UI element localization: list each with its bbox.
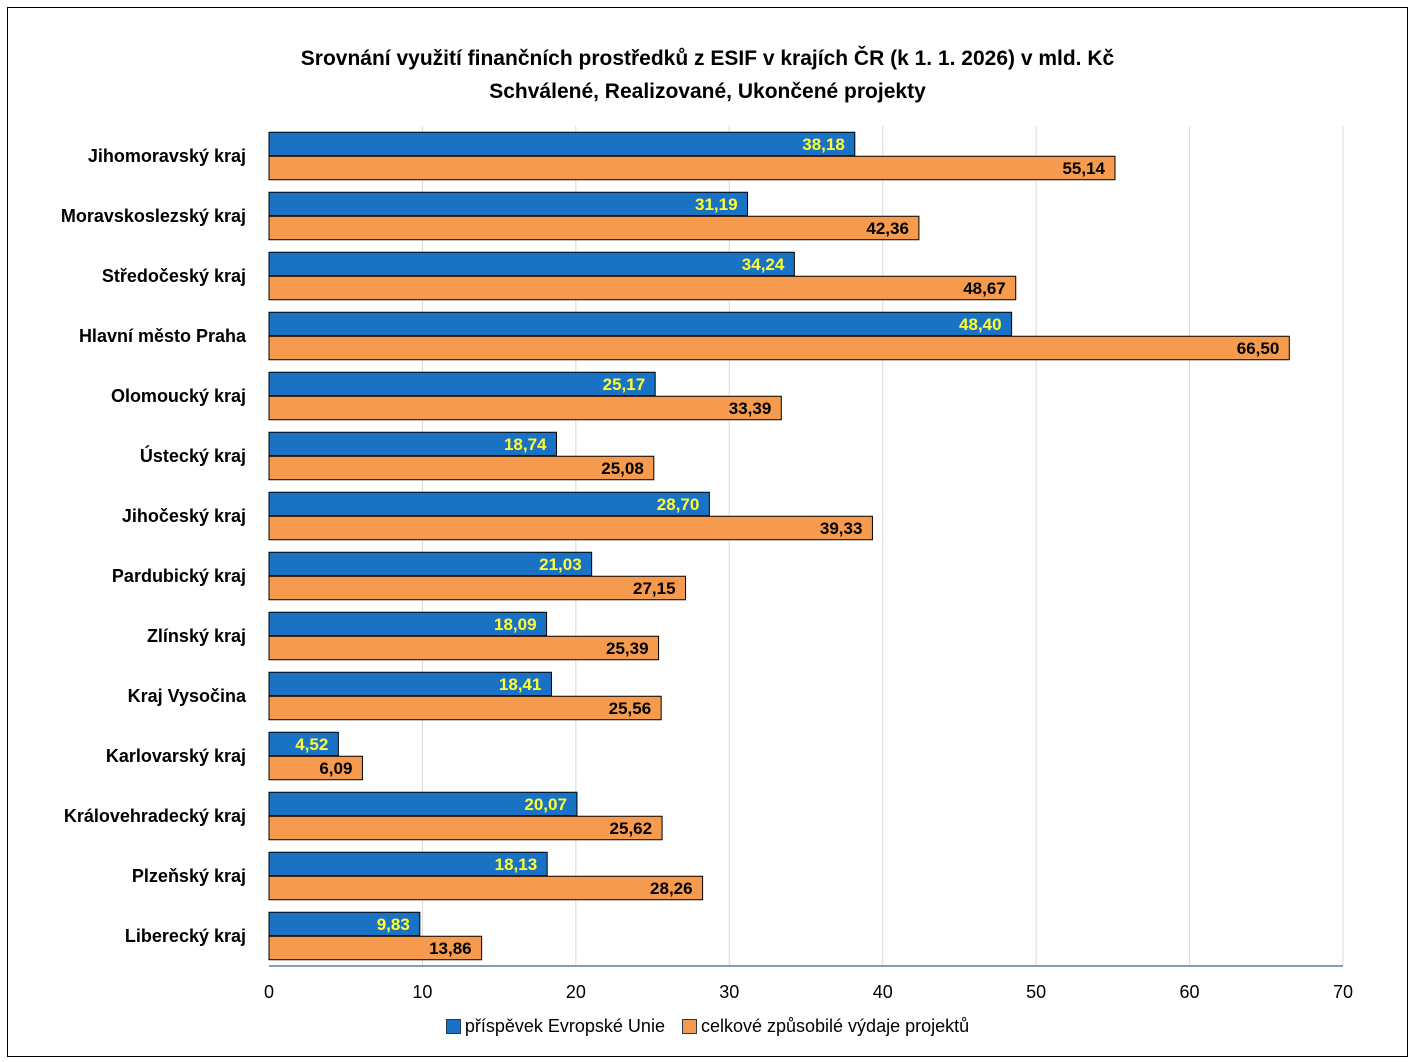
data-label-total-11: 25,62	[610, 819, 653, 838]
category-label-1: Moravskoslezský kraj	[61, 206, 246, 226]
bar-total-6	[268, 515, 873, 541]
data-label-total-6: 39,33	[820, 519, 863, 538]
data-label-eu-8: 18,09	[494, 615, 537, 634]
bar-total-8	[268, 635, 660, 661]
bar-total-3	[268, 335, 1290, 361]
bar-total-5	[268, 455, 655, 481]
legend-swatch-total	[681, 1019, 697, 1034]
category-label-7: Pardubický kraj	[112, 566, 246, 586]
legend-label-eu: příspěvek Evropské Unie	[464, 1016, 665, 1036]
x-tick-label-3: 30	[719, 982, 739, 1002]
bar-total-0	[268, 155, 1116, 181]
bar-eu-4	[268, 371, 656, 397]
category-label-4: Olomoucký kraj	[111, 386, 246, 406]
data-label-eu-3: 48,40	[959, 315, 1002, 334]
data-label-eu-10: 4,52	[295, 735, 328, 754]
bar-eu-6	[268, 491, 710, 517]
chart-title-line-1: Srovnání využití finančních prostředků z…	[300, 47, 1115, 70]
x-tick-label-2: 20	[566, 982, 586, 1002]
category-label-10: Karlovarský kraj	[106, 746, 246, 766]
legend-item-eu: příspěvek Evropské Unie	[445, 1016, 665, 1037]
bar-eu-0	[268, 131, 856, 157]
data-label-eu-4: 25,17	[603, 375, 646, 394]
data-label-total-13: 13,86	[429, 939, 472, 958]
data-label-total-8: 25,39	[606, 639, 649, 658]
chart-legend: příspěvek Evropské Unie celkové způsobil…	[0, 1016, 1415, 1039]
category-label-3: Hlavní město Praha	[79, 326, 247, 346]
legend-item-total: celkové způsobilé výdaje projektů	[681, 1016, 970, 1037]
data-label-total-7: 27,15	[633, 579, 676, 598]
data-label-eu-7: 21,03	[539, 555, 582, 574]
bar-total-10	[268, 755, 363, 781]
data-label-total-1: 42,36	[866, 219, 909, 238]
category-label-13: Liberecký kraj	[125, 926, 246, 946]
bar-total-1	[268, 215, 920, 241]
bar-eu-2	[268, 251, 795, 277]
data-label-total-0: 55,14	[1062, 159, 1105, 178]
bar-eu-1	[268, 191, 749, 217]
data-label-total-12: 28,26	[650, 879, 693, 898]
data-label-total-5: 25,08	[601, 459, 644, 478]
bar-eu-3	[268, 311, 1013, 337]
data-label-total-9: 25,56	[609, 699, 652, 718]
data-label-eu-0: 38,18	[802, 135, 845, 154]
bar-total-9	[268, 695, 662, 721]
category-label-8: Zlínský kraj	[147, 626, 246, 646]
bar-total-7	[268, 575, 687, 601]
x-tick-label-5: 50	[1026, 982, 1046, 1002]
x-tick-label-7: 70	[1333, 982, 1353, 1002]
chart-title: Srovnání využití finančních prostředků z…	[0, 42, 1415, 108]
x-tick-label-4: 40	[873, 982, 893, 1002]
data-label-total-4: 33,39	[729, 399, 772, 418]
data-label-total-2: 48,67	[963, 279, 1006, 298]
legend-swatch-eu	[445, 1019, 461, 1034]
data-label-eu-2: 34,24	[742, 255, 785, 274]
bar-total-4	[268, 395, 782, 421]
x-tick-label-1: 10	[412, 982, 432, 1002]
data-label-eu-12: 18,13	[495, 855, 538, 874]
category-label-6: Jihočeský kraj	[122, 506, 246, 526]
category-label-5: Ústecký kraj	[140, 445, 246, 466]
bar-total-2	[268, 275, 1017, 301]
chart-title-line-2: Schválené, Realizované, Ukončené projekt…	[489, 80, 926, 103]
category-label-2: Středočeský kraj	[102, 266, 246, 286]
data-label-eu-1: 31,19	[695, 195, 738, 214]
data-label-eu-6: 28,70	[657, 495, 700, 514]
data-label-eu-11: 20,07	[524, 795, 567, 814]
data-label-total-3: 66,50	[1237, 339, 1280, 358]
legend-label-total: celkové způsobilé výdaje projektů	[700, 1016, 970, 1036]
bar-total-13	[268, 935, 483, 961]
category-label-12: Plzeňský kraj	[132, 866, 246, 886]
category-label-0: Jihomoravský kraj	[88, 146, 246, 166]
category-label-9: Kraj Vysočina	[128, 686, 247, 706]
bar-total-12	[268, 875, 704, 901]
bar-total-11	[268, 815, 663, 841]
category-label-11: Královehradecký kraj	[64, 806, 246, 826]
data-label-total-10: 6,09	[319, 759, 352, 778]
x-tick-label-6: 60	[1180, 982, 1200, 1002]
x-tick-label-0: 0	[264, 982, 274, 1002]
data-label-eu-9: 18,41	[499, 675, 542, 694]
data-label-eu-5: 18,74	[504, 435, 547, 454]
data-label-eu-13: 9,83	[377, 915, 410, 934]
